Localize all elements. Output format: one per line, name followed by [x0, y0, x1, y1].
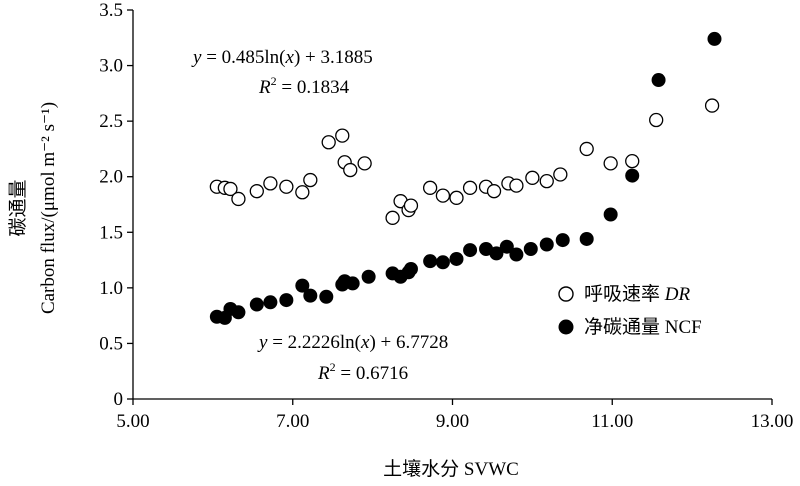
dr-data-point [249, 184, 264, 199]
x-tick-label: 9.00 [436, 411, 469, 432]
ncf-data-point [435, 255, 450, 270]
ncf-data-point [625, 168, 640, 183]
dr-data-point [385, 210, 400, 225]
dr-data-point [303, 172, 318, 188]
y-tick-label: 1.0 [99, 278, 123, 299]
ncf-data-point [707, 31, 722, 46]
legend-label-dr: 呼吸速率 DR [584, 283, 690, 305]
dr-data-point [603, 156, 618, 171]
ncf-data-point [403, 261, 418, 276]
dr-data-point [525, 170, 540, 185]
dr-data-point [539, 174, 554, 189]
dr-data-point [462, 180, 478, 195]
dr-data-point [649, 112, 664, 128]
axes [127, 9, 773, 405]
ncf-data-point [249, 297, 264, 312]
dr-data-point [231, 191, 246, 207]
ncf-data-point [555, 233, 570, 248]
ncf-data-point [263, 295, 278, 310]
ncf-data-point [463, 243, 478, 258]
ncf-data-point [579, 231, 594, 246]
y-axis-label-en: Carbon flux/(μmol m⁻² s⁻¹) [38, 102, 59, 314]
ncf-data-point [319, 289, 334, 304]
ncf-data-point [279, 293, 294, 308]
dr-data-point [435, 188, 451, 203]
dr-data-point [321, 135, 336, 150]
legend-label-ncf: 净碳通量 NCF [584, 316, 702, 338]
ncf-data-point [345, 276, 360, 291]
x-tick-label: 11.00 [591, 411, 633, 432]
dr-data-point [343, 162, 358, 178]
dr-data-point [279, 179, 294, 194]
dr-data-point [625, 154, 640, 169]
y-tick-label: 2.0 [99, 167, 123, 188]
ncf-data-point [489, 246, 504, 261]
legend-marker-ncf [558, 319, 574, 335]
dr-equation: y = 0.485ln(x) + 3.1885 [191, 47, 373, 68]
x-axis-label: 土壤水分 SVWC [383, 458, 519, 480]
ncf-data-point [539, 237, 554, 252]
dr-data-point [704, 98, 720, 113]
dr-data-point [422, 180, 438, 195]
ncf-data-point [231, 305, 246, 320]
dr-data-point [579, 141, 594, 157]
dr-data-point [403, 198, 419, 213]
ncf-r-squared: R2 = 0.6716 [317, 360, 408, 384]
x-tick-label: 5.00 [116, 411, 149, 432]
ncf-equation: y = 2.2226ln(x) + 6.7728 [257, 332, 448, 353]
dr-data-point [263, 176, 278, 191]
y-axis-label-zh: 碳通量 [7, 179, 29, 236]
dr-r-squared: R2 = 0.1834 [258, 74, 350, 98]
x-tick-label: 7.00 [276, 411, 309, 432]
y-tick-label: 3.0 [99, 56, 123, 77]
dr-data-point [449, 190, 464, 205]
dr-data-point [553, 167, 568, 182]
y-tick-label: 0.5 [99, 333, 123, 354]
dr-data-point [295, 185, 310, 200]
x-tick-label: 13.00 [751, 411, 794, 432]
dr-data-point [509, 178, 524, 193]
dr-data-point [357, 156, 372, 171]
ncf-data-point [361, 269, 376, 284]
ncf-data-point [523, 241, 538, 256]
legend-marker-dr [558, 286, 574, 302]
legend: 呼吸速率 DR 净碳通量 NCF [558, 283, 702, 338]
ncf-data-point [509, 247, 524, 262]
ncf-data-point [303, 288, 318, 303]
dr-data-point [486, 184, 502, 199]
dr-data-point [223, 181, 238, 197]
ncf-data-point [449, 251, 464, 266]
ncf-data-point [603, 207, 618, 222]
data-points [209, 31, 722, 325]
y-tick-label: 0 [114, 389, 124, 410]
y-tick-label: 1.5 [99, 222, 123, 243]
y-tick-label: 2.5 [99, 111, 123, 132]
y-tick-label: 3.5 [99, 0, 123, 21]
ncf-data-point [423, 254, 438, 269]
ncf-data-point [499, 239, 514, 254]
tick-labels: 5.00 7.00 9.00 11.00 13.00 0 0.5 1.0 1.5 2.0 2.5 3.… [99, 0, 793, 432]
dr-data-point [335, 128, 350, 143]
ncf-data-point [295, 278, 310, 293]
ncf-data-point [651, 73, 666, 88]
